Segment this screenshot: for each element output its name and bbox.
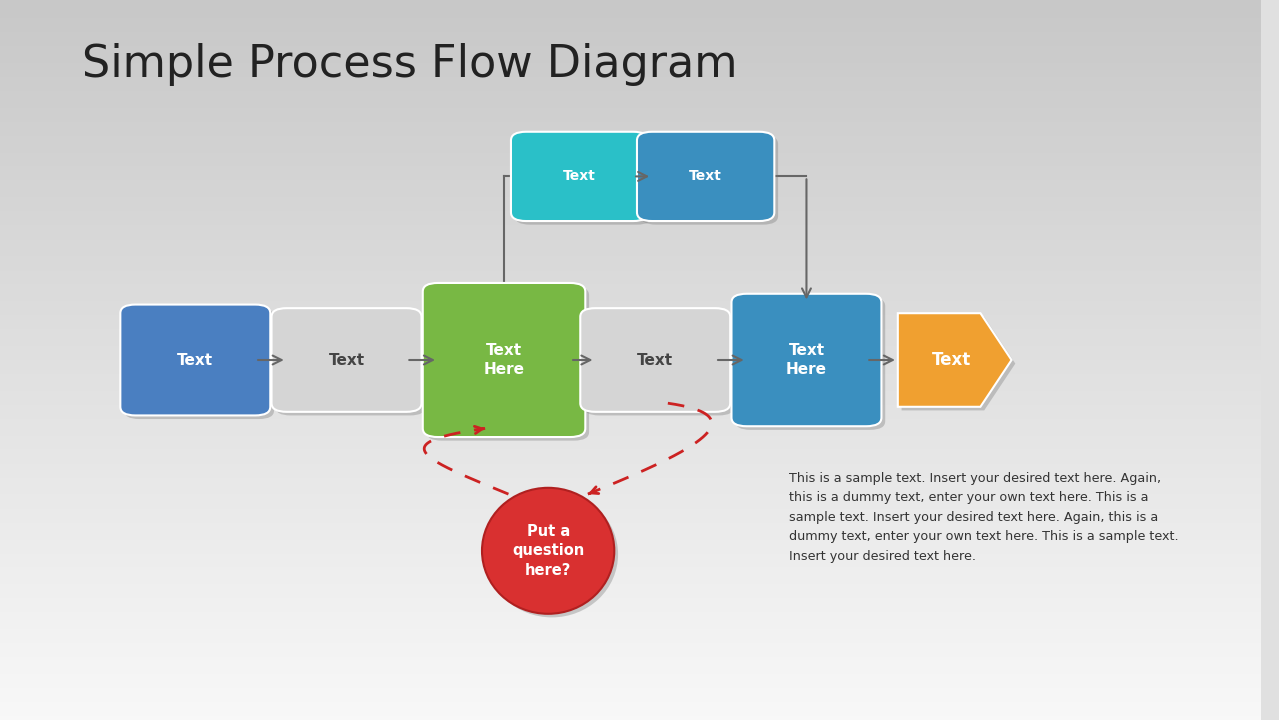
FancyBboxPatch shape (275, 312, 426, 415)
FancyBboxPatch shape (426, 287, 590, 441)
Text: Text: Text (329, 353, 365, 367)
FancyBboxPatch shape (512, 132, 648, 221)
Text: This is a sample text. Insert your desired text here. Again,
this is a dummy tex: This is a sample text. Insert your desir… (789, 472, 1178, 562)
Text: Simple Process Flow Diagram: Simple Process Flow Diagram (82, 43, 738, 86)
Text: Text: Text (931, 351, 971, 369)
Text: Text: Text (178, 353, 214, 367)
Text: Text: Text (637, 353, 673, 367)
FancyBboxPatch shape (641, 135, 778, 225)
FancyBboxPatch shape (124, 308, 274, 419)
FancyBboxPatch shape (581, 308, 730, 412)
Text: Text: Text (689, 169, 723, 184)
Polygon shape (902, 317, 1016, 410)
Text: Text
Here: Text Here (483, 343, 524, 377)
Ellipse shape (482, 488, 614, 613)
Text: Text
Here: Text Here (787, 343, 828, 377)
Polygon shape (898, 313, 1012, 407)
FancyBboxPatch shape (637, 132, 774, 221)
FancyBboxPatch shape (271, 308, 422, 412)
FancyBboxPatch shape (514, 135, 652, 225)
FancyBboxPatch shape (732, 294, 881, 426)
FancyBboxPatch shape (120, 305, 270, 415)
Text: Put a
question
here?: Put a question here? (512, 523, 585, 578)
FancyBboxPatch shape (735, 297, 885, 430)
Text: Text: Text (563, 169, 596, 184)
FancyBboxPatch shape (423, 283, 586, 437)
FancyBboxPatch shape (585, 312, 734, 415)
Ellipse shape (486, 492, 618, 618)
